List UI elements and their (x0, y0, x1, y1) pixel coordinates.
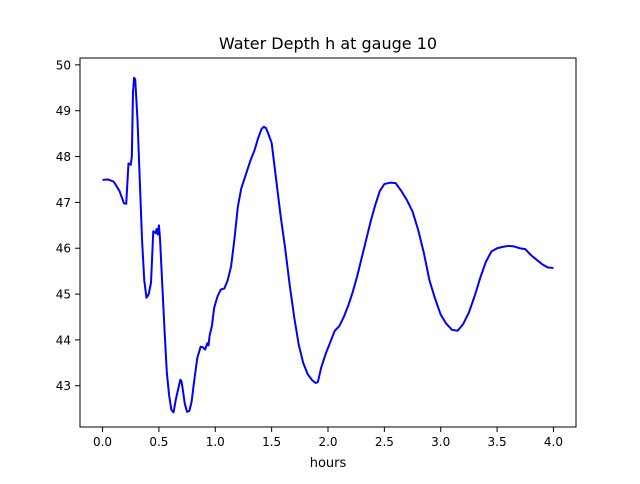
y-tick-label: 45 (56, 288, 71, 302)
chart-title: Water Depth h at gauge 10 (219, 34, 437, 53)
x-tick-label: 2.0 (318, 435, 337, 449)
x-tick-label: 3.5 (488, 435, 507, 449)
x-tick-label: 1.5 (262, 435, 281, 449)
y-tick-label: 48 (56, 150, 71, 164)
x-axis-label: hours (310, 456, 347, 471)
y-tick-label: 46 (56, 242, 71, 256)
x-tick-label: 0.5 (149, 435, 168, 449)
x-tick-label: 1.0 (206, 435, 225, 449)
x-axis: 0.0 0.5 1.0 1.5 2.0 2.5 3.0 3.5 4.0 (93, 427, 563, 449)
y-tick-label: 43 (56, 379, 71, 393)
x-tick-label: 2.5 (375, 435, 394, 449)
y-tick-label: 50 (56, 58, 71, 72)
y-tick-label: 44 (56, 333, 71, 347)
x-tick-label: 3.0 (431, 435, 450, 449)
series-line-0 (102, 76, 554, 414)
x-tick-label: 0.0 (93, 435, 112, 449)
y-tick-label: 49 (56, 104, 71, 118)
plot-area (102, 76, 554, 414)
x-tick-label: 4.0 (544, 435, 563, 449)
y-tick-label: 47 (56, 196, 71, 210)
y-axis: 43 44 45 46 47 48 49 50 (56, 58, 80, 393)
